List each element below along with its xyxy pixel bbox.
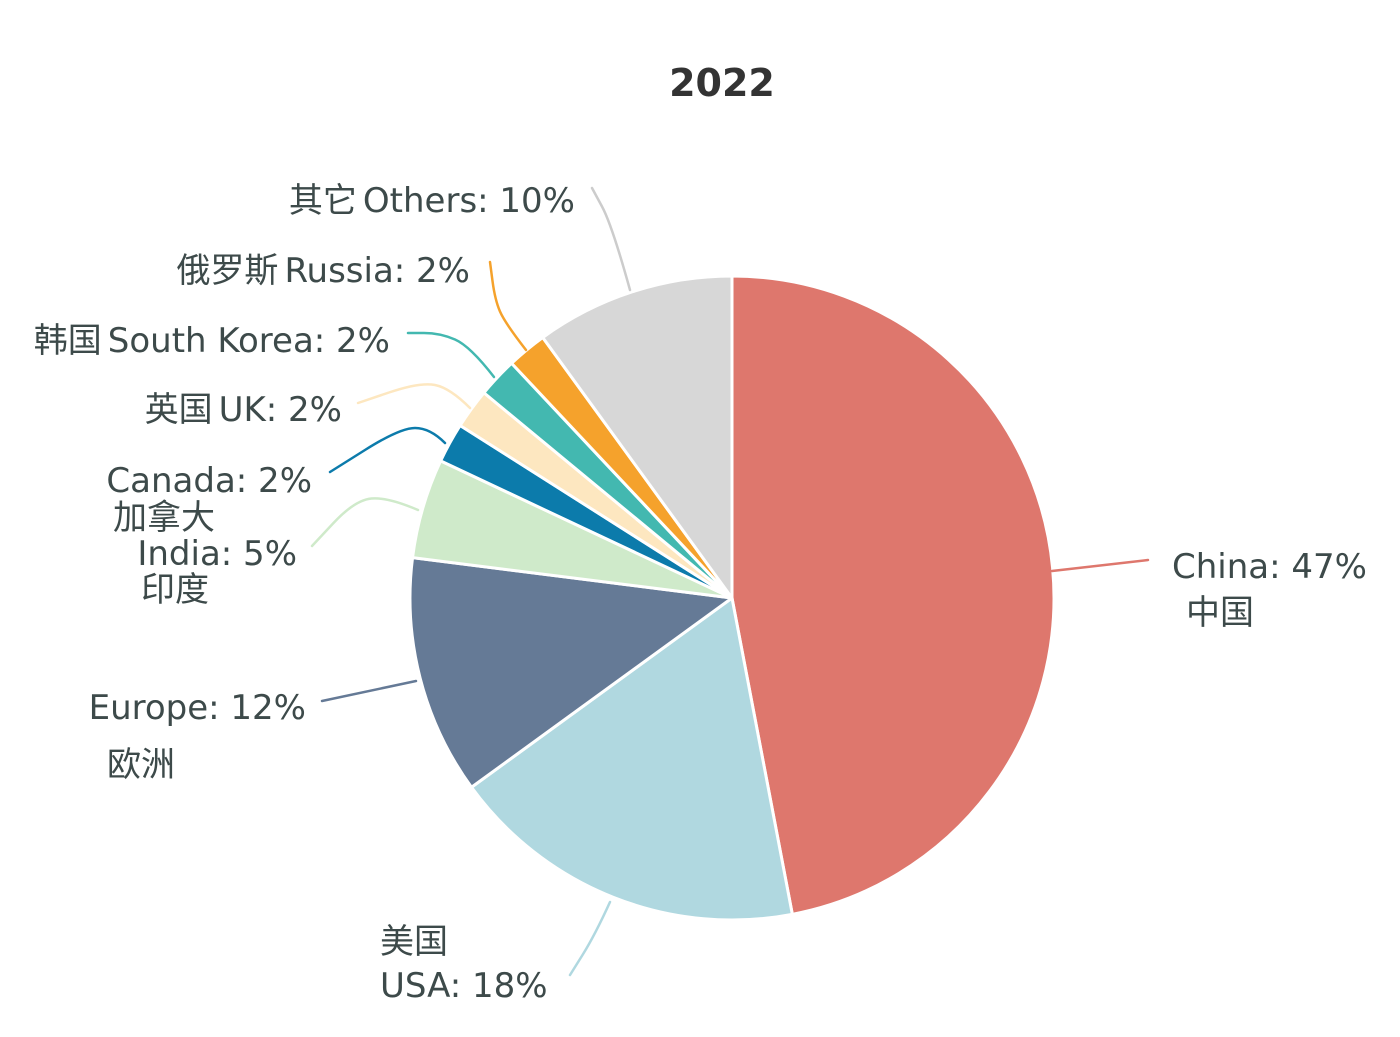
slice-sublabel: 加拿大 (113, 498, 215, 538)
slice-sublabel: 韩国 (34, 321, 102, 361)
slice-label: Canada: 2% (106, 461, 312, 501)
slice-sublabel: 其它 (289, 181, 357, 221)
slice-label: China: 47% (1172, 547, 1367, 587)
chart-title: 2022 (669, 61, 775, 105)
slice-label: UK: 2% (219, 390, 342, 430)
pie-slice (469, 596, 794, 922)
leader-line (328, 426, 447, 474)
slice-label: South Korea: 2% (108, 321, 390, 361)
pie-slice (541, 274, 734, 600)
pie-slice (730, 274, 1056, 916)
leader-lines (310, 186, 1150, 977)
slice-label: Russia: 2% (284, 251, 470, 291)
leader-line (310, 497, 420, 548)
leader-line (568, 900, 612, 977)
slice-sublabel: 英国 (145, 390, 213, 430)
slice-labels: China: 47% 中国 USA: 18%美国 Europe: 12% 欧洲 India… (34, 181, 1367, 1006)
slice-label: USA: 18% (380, 966, 548, 1006)
slice-label: India: 5% (137, 534, 297, 574)
slice-sublabel: 印度 (141, 570, 209, 610)
slice-label: Others: 10% (363, 181, 575, 221)
slice-sublabel: 欧洲 (107, 745, 175, 785)
pie-slice (408, 556, 734, 789)
slice-sublabel: 美国 (380, 922, 448, 962)
leader-line (590, 186, 632, 292)
leader-line (488, 260, 528, 352)
leader-line (1050, 558, 1150, 573)
slice-sublabel: 俄罗斯 (176, 251, 278, 291)
leader-line (320, 679, 418, 703)
slice-label: Europe: 12% (89, 688, 306, 728)
leader-line (356, 383, 472, 410)
pie-slices (408, 274, 1056, 922)
slice-sublabel: 中国 (1186, 593, 1254, 633)
leader-line (406, 331, 496, 379)
